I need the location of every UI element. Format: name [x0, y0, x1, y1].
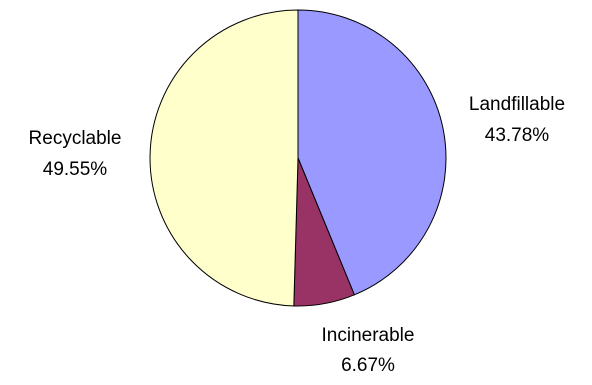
- slice-label-recyclable: Recyclable: [29, 128, 122, 149]
- pie-slice-recyclable: [149, 9, 299, 307]
- slice-value-landfillable: 43.78%: [485, 125, 550, 146]
- slice-label-landfillable: Landfillable: [469, 94, 565, 115]
- pie-slice-landfillable: [297, 9, 447, 296]
- slice-value-incinerable: 6.67%: [341, 355, 395, 376]
- pie-slices: [149, 9, 447, 307]
- slice-value-recyclable: 49.55%: [43, 159, 108, 180]
- slice-label-incinerable: Incinerable: [322, 325, 415, 346]
